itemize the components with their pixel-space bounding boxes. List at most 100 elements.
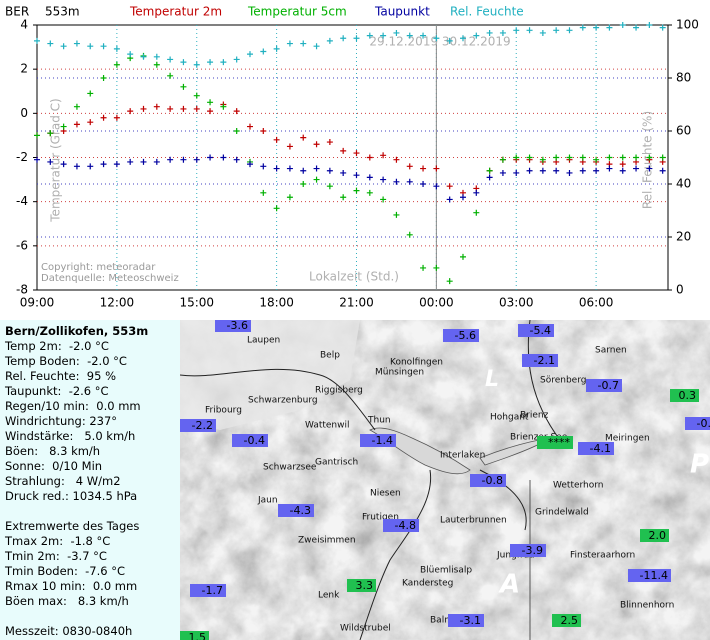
data-point (273, 165, 280, 172)
data-point (153, 103, 160, 110)
data-point (366, 174, 373, 181)
data-point (513, 154, 520, 161)
data-point (273, 205, 280, 212)
data-point (619, 22, 626, 28)
station-value: -1.7 (202, 584, 223, 597)
panel-line: Temp 2m: -2.0 °C (5, 339, 109, 353)
place-label: Blüemlisalp (420, 566, 472, 576)
station-value: -4.8 (395, 519, 416, 532)
place-label: Interlaken (440, 451, 485, 461)
place-label: Riggisberg (315, 386, 363, 396)
data-point (286, 143, 293, 150)
place-label: Münsingen (375, 368, 424, 378)
place-label: Wattenwil (305, 421, 350, 431)
data-point (619, 154, 626, 161)
data-point (633, 24, 640, 31)
data-point (73, 163, 80, 170)
data-point (446, 37, 453, 44)
station-box (628, 569, 671, 582)
data-point (433, 183, 440, 190)
data-point (233, 156, 240, 163)
data-point (446, 183, 453, 190)
panel-line: Extremwerte des Tages (5, 519, 140, 533)
data-point (553, 154, 560, 161)
x-tick-label: 09:00 (20, 296, 55, 310)
data-point (353, 150, 360, 157)
station-value: -2.1 (534, 354, 555, 367)
data-point (300, 40, 307, 47)
data-point (60, 161, 67, 168)
data-point (459, 253, 466, 260)
data-point (633, 165, 640, 172)
place-label: Sörenberg (540, 376, 586, 386)
x-tick-label: 12:00 (100, 296, 135, 310)
station-box (215, 320, 251, 332)
place-label: Finsteraarhorn (570, 551, 635, 561)
data-point (406, 163, 413, 170)
data-point (579, 24, 586, 31)
station-value: 2.0 (649, 529, 667, 542)
data-point (220, 59, 227, 66)
data-point (406, 178, 413, 185)
data-point (606, 154, 613, 161)
data-point (113, 45, 120, 52)
data-point (526, 167, 533, 174)
data-point (539, 29, 546, 36)
station-box (180, 631, 209, 640)
data-point (167, 156, 174, 163)
data-point (100, 43, 107, 50)
data-point (113, 114, 120, 121)
data-point (433, 35, 440, 42)
station-value: -0.8 (482, 474, 503, 487)
data-point (313, 165, 320, 172)
x-tick-label: 00:00 (419, 296, 454, 310)
y-tick-label: -4 (16, 194, 28, 208)
data-point (553, 27, 560, 34)
data-point (459, 194, 466, 201)
place-label: Wildstrubel (340, 624, 391, 634)
station-box (347, 579, 376, 592)
data-point (473, 189, 480, 196)
station-box (180, 419, 216, 432)
y2-tick-label: 20 (676, 230, 691, 244)
panel-line: Messzeit: 0830-0840h (5, 624, 133, 638)
data-point (47, 40, 54, 47)
panel-line: Windstärke: 5.0 km/h (5, 429, 136, 443)
data-point (326, 139, 333, 146)
data-point (619, 167, 626, 174)
panel-line: Tmin Boden: -7.6 °C (5, 564, 126, 578)
place-label: Jaun (257, 496, 278, 506)
panel-line: Rmax 10 min: 0.0 mm (5, 579, 138, 593)
data-point (593, 167, 600, 174)
y-tick-label: 0 (20, 106, 28, 120)
legend-entry: Rel. Feuchte (450, 5, 524, 19)
place-label: Lenk (318, 591, 340, 601)
data-point (167, 105, 174, 112)
station-box (578, 442, 614, 455)
data-point (180, 156, 187, 163)
data-point (606, 165, 613, 172)
station-box (448, 614, 484, 627)
data-point (127, 51, 134, 58)
place-label: Schwarzenburg (248, 396, 318, 406)
data-point (220, 103, 227, 110)
data-point (593, 156, 600, 163)
data-point (246, 51, 253, 58)
station-value: 0.3 (679, 389, 697, 402)
y-tick-label: -6 (16, 238, 28, 252)
y2-tick-label: 40 (676, 177, 691, 191)
place-label: Schwarzsee (263, 463, 317, 473)
station-value: -0.7 (697, 417, 710, 430)
data-point (140, 158, 147, 165)
panel-line: Tmin 2m: -3.7 °C (5, 549, 107, 563)
place-label: Lauterbrunnen (440, 516, 507, 526)
data-point (153, 53, 160, 60)
data-point (526, 27, 533, 34)
station-value: -3.1 (460, 614, 481, 627)
data-point (446, 196, 453, 203)
data-point (340, 194, 347, 201)
data-point (140, 53, 147, 60)
legend-entry: Temperatur 5cm (247, 5, 347, 19)
data-point (47, 130, 54, 137)
